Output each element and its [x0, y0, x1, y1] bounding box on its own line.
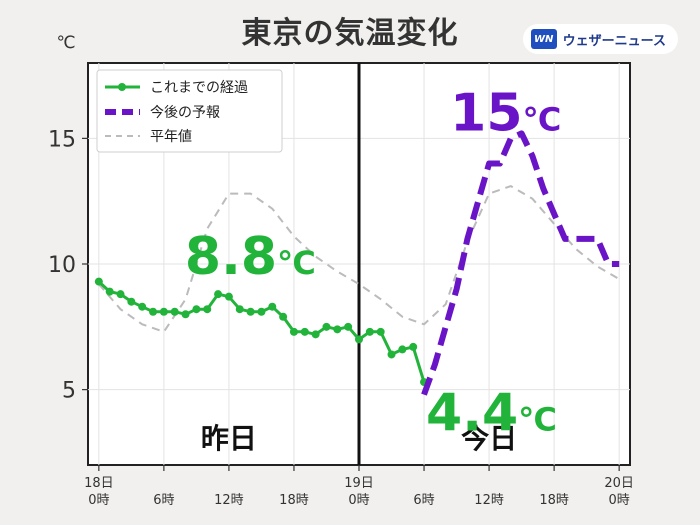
page-title: 東京の気温変化 — [241, 16, 459, 51]
observed-point — [127, 297, 136, 306]
observed-point — [192, 305, 201, 314]
x-tick-label-hour: 12時 — [214, 493, 244, 508]
observed-point — [300, 327, 309, 336]
observed-point — [214, 290, 223, 299]
brand-logo: WN — [530, 29, 557, 49]
observed-point — [398, 345, 407, 354]
y-axis-unit: ℃ — [56, 33, 75, 53]
observed-point — [94, 277, 103, 286]
series-group — [94, 130, 620, 396]
x-tick-label-hour: 0時 — [88, 493, 109, 508]
axes: 18日0時 6時 12時 18時19日0時 6時 12時 18時20日0時51015℃昨日今… — [48, 33, 634, 508]
observed-point — [344, 322, 353, 331]
temp-unit: ℃ — [523, 100, 562, 138]
observed-point — [159, 307, 168, 316]
series-line-forecast — [421, 130, 620, 396]
observed-point — [203, 305, 212, 314]
x-tick-label-hour: 12時 — [474, 493, 504, 508]
observed-point — [387, 350, 396, 359]
legend-label: 平年値 — [150, 129, 192, 145]
day-label: 今日 — [461, 422, 517, 455]
observed-point — [355, 335, 363, 344]
brand-badge: WN ウェザーニュース — [522, 24, 678, 54]
x-tick-label-date: 19日 — [344, 476, 374, 491]
observed-point — [365, 327, 374, 336]
temp-annotation: 8.8℃ — [185, 227, 316, 287]
observed-point — [181, 310, 190, 319]
observed-point — [376, 327, 385, 336]
x-tick-label-hour: 18時 — [279, 493, 309, 508]
y-tick-label: 15 — [48, 127, 76, 152]
legend-label: これまでの経過 — [150, 80, 248, 96]
temp-unit: ℃ — [277, 244, 316, 282]
brand-name: ウェザーニュース — [562, 33, 666, 49]
x-tick-label-date: 20日 — [604, 476, 634, 491]
temp-annotation: 15℃ — [450, 83, 561, 143]
observed-point — [409, 342, 418, 351]
series-line-normal — [98, 185, 620, 333]
observed-point — [224, 292, 233, 301]
observed-point — [311, 330, 320, 339]
legend-label: 今後の予報 — [150, 105, 220, 121]
observed-point — [138, 302, 147, 311]
annotations: 8.8℃4.4℃15℃ — [185, 83, 561, 443]
x-tick-label-hour: 18時 — [539, 493, 569, 508]
temp-value: 8.8 — [185, 227, 277, 287]
temp-value: 15 — [450, 83, 522, 143]
x-tick-label-hour: 0時 — [348, 493, 369, 508]
observed-point — [279, 312, 288, 321]
observed-point — [333, 325, 342, 334]
x-tick-label-hour: 6時 — [153, 493, 174, 508]
day-label: 昨日 — [201, 422, 257, 455]
observed-point — [105, 287, 114, 296]
y-tick-label: 5 — [62, 379, 76, 404]
observed-point — [289, 327, 298, 336]
observed-point — [322, 322, 331, 331]
legend-box — [96, 69, 283, 153]
observed-point — [246, 307, 255, 316]
observed-point — [170, 307, 179, 316]
observed-point — [257, 307, 266, 316]
observed-point — [149, 307, 158, 316]
x-tick-label-hour: 6時 — [413, 493, 434, 508]
observed-point — [268, 302, 277, 311]
temp-unit: ℃ — [518, 401, 557, 439]
observed-point — [235, 305, 244, 314]
x-tick-label-date: 18日 — [84, 476, 114, 491]
temp-annotation: 4.4℃ — [426, 384, 557, 444]
observed-point — [116, 290, 125, 299]
temp-value: 4.4 — [426, 384, 518, 444]
x-tick-label-hour: 0時 — [609, 493, 630, 508]
legend-marker — [118, 83, 126, 91]
y-tick-label: 10 — [48, 253, 76, 278]
